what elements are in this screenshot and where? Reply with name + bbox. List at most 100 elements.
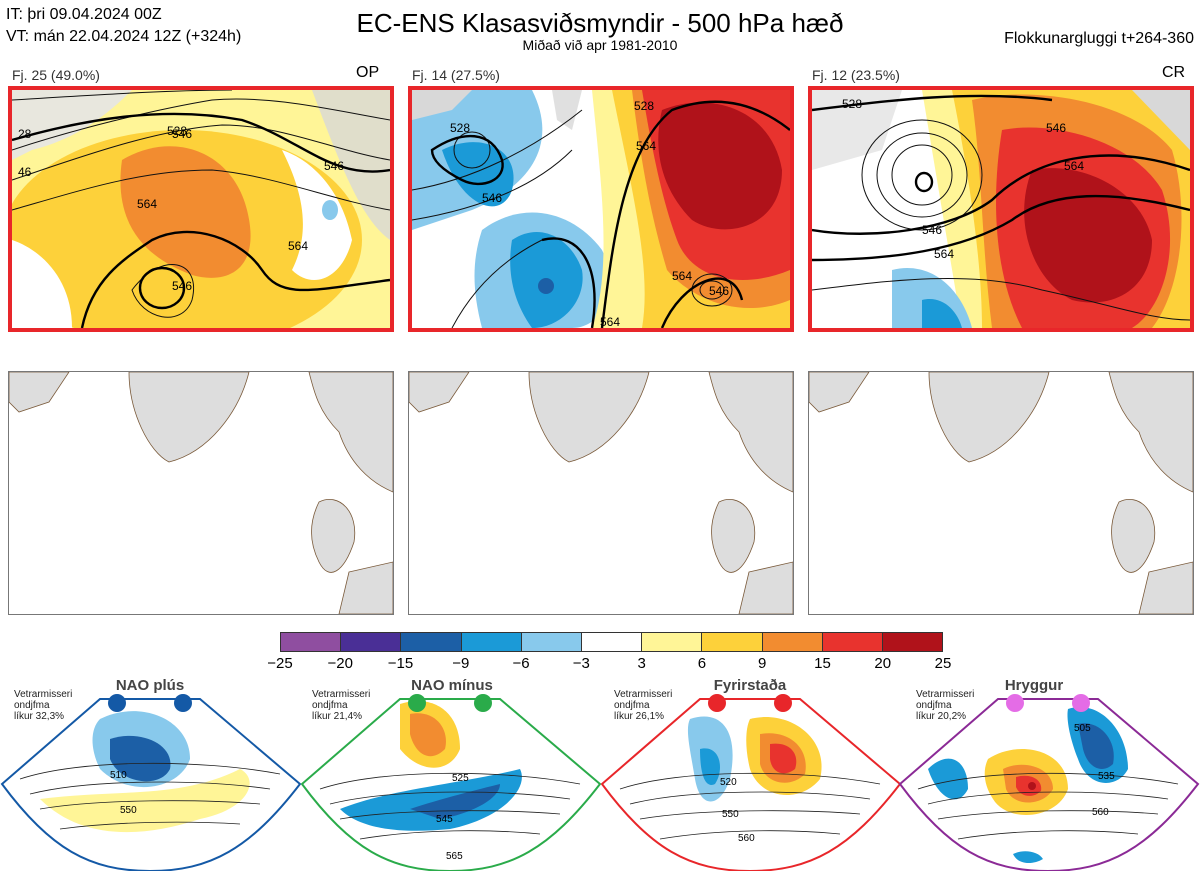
panel-1-label: Fj. 25 (49.0%) (12, 67, 100, 83)
regime-contour-label: 505 (1074, 723, 1091, 734)
colorbar-tick: 9 (758, 655, 767, 672)
colorbar-swatch (822, 633, 883, 651)
anomaly-map-1 (8, 371, 394, 615)
regime-note-line: Vetrarmisseri (14, 689, 73, 700)
contour-label: 564 (934, 247, 954, 261)
colorbar-tick: 25 (934, 655, 952, 672)
regime-note-line: líkur 32,3% (14, 711, 65, 722)
regime-title: Hryggur (1004, 677, 1064, 694)
regime-note-line: ondjfma (614, 700, 650, 711)
panel-2-label: Fj. 14 (27.5%) (412, 67, 500, 83)
initial-time: IT: þri 09.04.2024 00Z (6, 6, 162, 23)
header-info: IT: þri 09.04.2024 00Z VT: mán 22.04.202… (6, 4, 241, 48)
cluster-map-1-labels: 528 546 546 564 546 564 28 46 (18, 124, 344, 293)
contour-label: 564 (1064, 159, 1084, 173)
contour-label: 546 (324, 159, 344, 173)
contour-label: 564 (288, 239, 308, 253)
colorbar-swatch (461, 633, 522, 651)
regime-note-line: líkur 21,4% (312, 711, 363, 722)
contour-label: 528 (450, 121, 470, 135)
regime-note-line: ondjfma (916, 700, 952, 711)
colorbar-swatch (581, 633, 643, 651)
land-outline-1 (9, 372, 393, 614)
panel-1-tag: OP (356, 64, 380, 81)
regime-blocking: Vetrarmisseri ondjfma líkur 26,1% Fyrirs… (600, 675, 902, 871)
regime-contour-label: 560 (738, 833, 755, 844)
regime-contour-label: 510 (110, 770, 127, 781)
contour-label: 564 (137, 197, 157, 211)
colorbar-swatch (702, 633, 763, 651)
regime-title: NAO plús (115, 677, 185, 694)
regime-map: 525 545 565 (300, 694, 602, 871)
cluster-map-1-field (12, 90, 390, 328)
colorbar-tick: 15 (814, 655, 831, 672)
regime-title: Fyrirstaða (713, 677, 787, 694)
regime-contour-label: 550 (120, 805, 137, 816)
regime-contour-label: 565 (446, 851, 463, 862)
cluster-map-3: 528 546 564 546 564 (808, 86, 1194, 332)
regime-note-line: Vetrarmisseri (312, 689, 371, 700)
regime-note-line: ondjfma (14, 700, 50, 711)
contour-label: 528 (842, 97, 862, 111)
colorbar (280, 632, 943, 652)
colorbar-tick: −25 (267, 655, 293, 672)
contour-label: 28 (18, 127, 32, 141)
colorbar-tick: −6 (512, 655, 530, 672)
regime-note: Vetrarmisseri ondjfma líkur 32,3% (14, 689, 72, 722)
regime-note-line: líkur 26,1% (614, 711, 665, 722)
regime-contour-label: 550 (722, 809, 739, 820)
contour-label: 564 (600, 315, 620, 328)
land-outline-2 (409, 372, 793, 614)
contour-label: 546 (709, 284, 729, 298)
contour-label: 546 (482, 191, 502, 205)
anomaly-map-3 (808, 371, 1194, 615)
regime-title: NAO mínus (411, 677, 493, 694)
regime-nao-plus: Vetrarmisseri ondjfma líkur 32,3% NAO pl… (0, 675, 302, 871)
regime-note-line: Vetrarmisseri (614, 689, 673, 700)
regime-note-line: Vetrarmisseri (916, 689, 975, 700)
colorbar-tick: −3 (572, 655, 590, 672)
anomaly-map-2 (408, 371, 794, 615)
classification-window: Flokkunargluggi t+264-360 (1004, 30, 1194, 47)
land-outline-3 (809, 372, 1193, 614)
cluster-map-2: 528 546 528 564 564 546 564 (408, 86, 794, 332)
valid-time: VT: mán 22.04.2024 12Z (+324h) (6, 28, 242, 45)
contour-label: 546 (1046, 121, 1066, 135)
contour-label: 528 (167, 124, 187, 138)
contour-label: 46 (18, 165, 32, 179)
colorbar-swatch (642, 633, 703, 651)
page-subtitle: Miðað við apr 1981-2010 (522, 37, 678, 53)
regime-note: Vetrarmisseri ondjfma líkur 26,1% (614, 689, 672, 722)
regime-contour-label: 535 (1098, 771, 1115, 782)
cluster-map-3-field (812, 90, 1190, 328)
colorbar-tick: −15 (387, 655, 414, 672)
cluster-map-3-labels: 528 546 564 546 564 (842, 97, 1084, 261)
colorbar-swatch (882, 633, 943, 651)
regime-ridge: Vetrarmisseri ondjfma líkur 20,2% Hryggu… (898, 675, 1200, 871)
regime-map: 505 535 560 (898, 694, 1200, 871)
panel-3-tag: CR (1162, 64, 1186, 81)
colorbar-tick: 3 (637, 655, 646, 672)
colorbar-swatch (521, 633, 582, 651)
colorbar-swatch (762, 633, 823, 651)
regime-note: Vetrarmisseri ondjfma líkur 20,2% (916, 689, 974, 722)
contour-label: 564 (672, 269, 692, 283)
regime-nao-minus: Vetrarmisseri ondjfma líkur 21,4% NAO mí… (300, 675, 602, 871)
contour-label: 546 (172, 127, 192, 141)
page-title: EC-ENS Klasasviðsmyndir - 500 hPa hæð (356, 8, 844, 38)
regime-map: 520 550 560 (600, 694, 902, 871)
regime-map: 510 550 (0, 694, 302, 871)
regime-note: Vetrarmisseri ondjfma líkur 21,4% (312, 689, 370, 722)
colorbar-tick: −20 (327, 655, 353, 672)
panel-3-label: Fj. 12 (23.5%) (812, 67, 900, 83)
regime-contour-label: 520 (720, 777, 737, 788)
regime-note-line: ondjfma (312, 700, 348, 711)
regime-contour-label: 525 (452, 773, 469, 784)
contour-label: 546 (172, 279, 192, 293)
colorbar-tick: 20 (874, 655, 892, 672)
colorbar-swatch (341, 633, 402, 651)
contour-label: 564 (636, 139, 656, 153)
regime-contour-label: 560 (1092, 807, 1109, 818)
cluster-map-2-labels: 528 546 528 564 564 546 564 (450, 99, 729, 328)
colorbar-swatch (401, 633, 462, 651)
